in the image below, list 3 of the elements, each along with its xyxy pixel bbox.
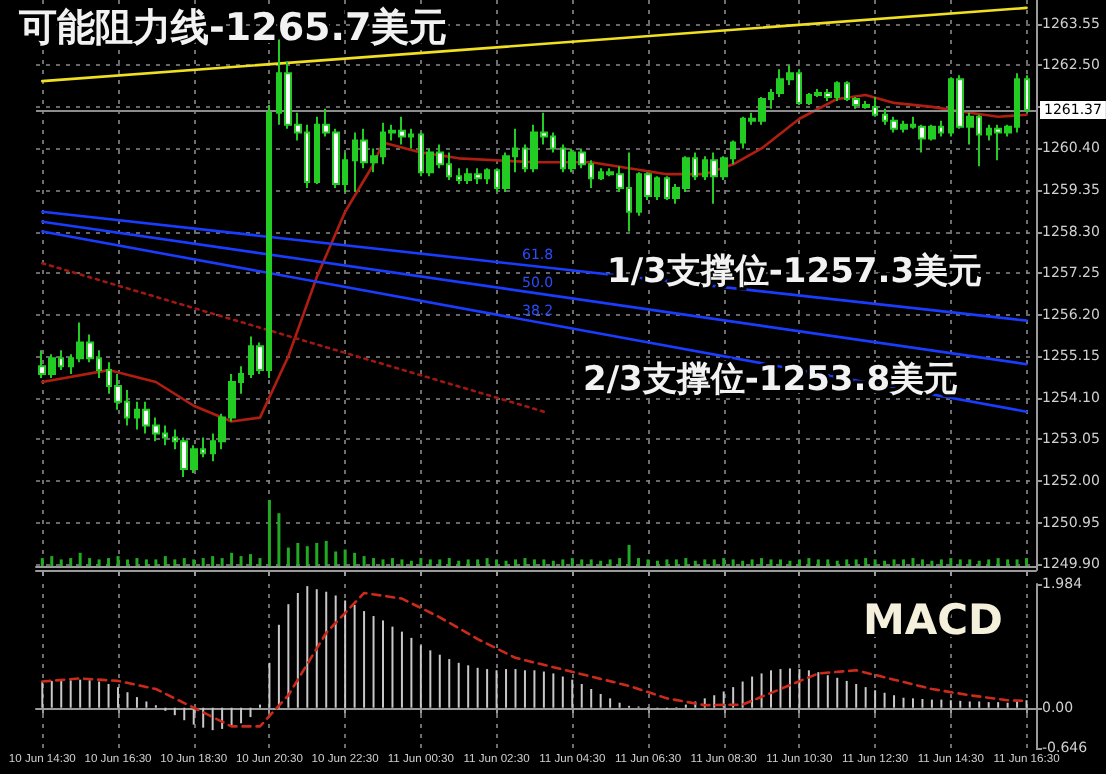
annotation: MACD (863, 596, 1003, 644)
annotation: 可能阻力线-1265.7美元 (17, 6, 448, 50)
candlestick (1024, 74, 1030, 114)
